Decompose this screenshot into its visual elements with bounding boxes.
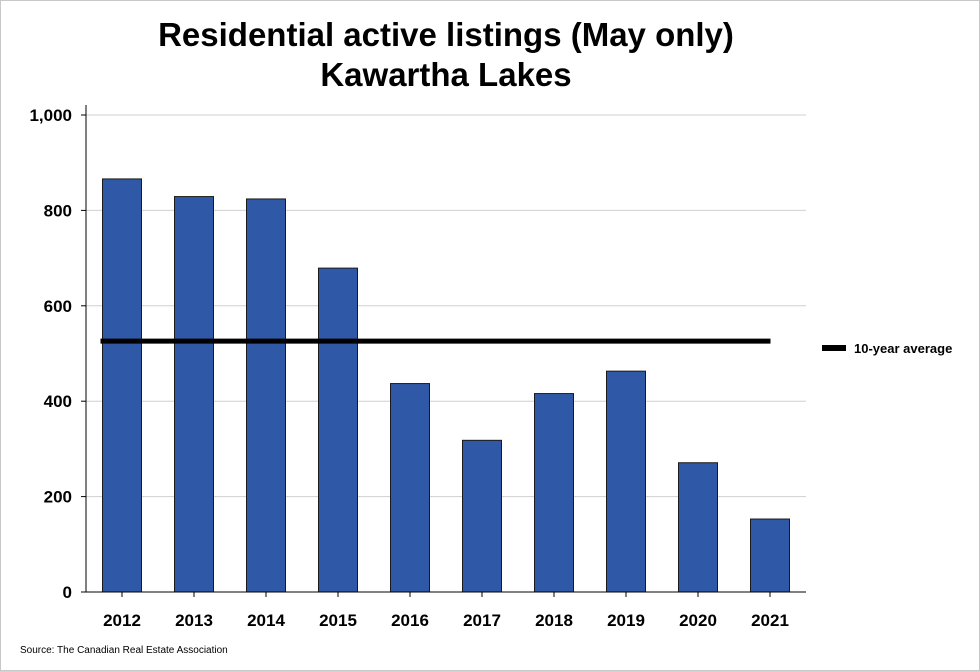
- chart-title: Residential active listings (May only): [158, 16, 734, 53]
- x-tick-label: 2016: [391, 611, 429, 630]
- x-tick-label: 2015: [319, 611, 357, 630]
- chart-subtitle: Kawartha Lakes: [320, 56, 572, 93]
- legend: 10-year average: [822, 338, 952, 358]
- bar-2021: [750, 518, 790, 593]
- x-tick-label: 2018: [535, 611, 573, 630]
- x-tick-label: 2014: [247, 611, 285, 630]
- legend-average-line-swatch: [822, 345, 846, 351]
- bar-2012: [102, 178, 142, 593]
- bar-2015: [318, 267, 358, 593]
- bar-2016: [390, 383, 430, 593]
- source-note: Source: The Canadian Real Estate Associa…: [20, 645, 228, 656]
- x-tick-label: 2021: [751, 611, 789, 630]
- x-tick-label: 2020: [679, 611, 717, 630]
- y-tick-label: 0: [63, 583, 72, 602]
- x-tick-label: 2019: [607, 611, 645, 630]
- bar-2013: [174, 196, 214, 593]
- y-tick-label: 600: [44, 297, 72, 316]
- x-tick-label: 2013: [175, 611, 213, 630]
- x-tick-label: 2017: [463, 611, 501, 630]
- bar-2014: [246, 198, 286, 593]
- x-tick-label: 2012: [103, 611, 141, 630]
- y-tick-label: 200: [44, 488, 72, 507]
- bar-2020: [678, 462, 718, 593]
- y-tick-label: 800: [44, 201, 72, 220]
- legend-average-label: 10-year average: [854, 340, 953, 356]
- y-tick-label: 1,000: [29, 106, 72, 125]
- y-tick-label: 400: [44, 392, 72, 411]
- bar-2017: [462, 439, 502, 593]
- bar-2018: [534, 393, 574, 593]
- bar-2019: [606, 370, 646, 593]
